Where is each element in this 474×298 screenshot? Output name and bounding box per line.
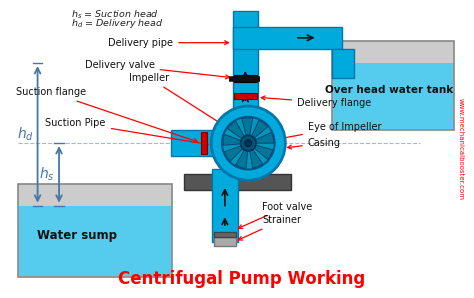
Text: Centrifugal Pump Working: Centrifugal Pump Working (118, 269, 365, 288)
Text: Foot valve: Foot valve (238, 201, 312, 229)
Text: Delivery flange: Delivery flange (261, 96, 371, 108)
Wedge shape (248, 120, 268, 143)
Text: Suction flange: Suction flange (16, 87, 198, 142)
Bar (234, 93, 257, 99)
Text: Impeller: Impeller (129, 73, 225, 126)
Bar (233, 11, 258, 114)
Circle shape (240, 135, 256, 151)
Text: Delivery valve: Delivery valve (85, 60, 229, 79)
Bar (184, 174, 291, 190)
Bar (332, 49, 354, 78)
Bar (214, 237, 236, 246)
Text: Over head water tank: Over head water tank (325, 85, 453, 94)
Text: Eye of Impeller: Eye of Impeller (260, 122, 381, 144)
Circle shape (222, 117, 274, 170)
Wedge shape (236, 143, 248, 168)
Circle shape (211, 106, 285, 180)
Text: Water sump: Water sump (36, 229, 117, 242)
Circle shape (245, 140, 252, 147)
Bar (19, 206, 171, 276)
Bar (233, 27, 342, 49)
Text: Casing: Casing (288, 138, 341, 149)
Bar (212, 170, 237, 242)
Wedge shape (242, 118, 253, 143)
Bar (18, 184, 172, 277)
Wedge shape (248, 132, 273, 143)
Text: Strainer: Strainer (238, 215, 301, 240)
Wedge shape (248, 143, 273, 159)
Bar (171, 131, 220, 156)
Text: www.mechanicalbooster.com: www.mechanicalbooster.com (458, 98, 464, 200)
Bar (201, 132, 207, 154)
Text: Delivery pipe: Delivery pipe (108, 38, 228, 48)
Text: Suction Pipe: Suction Pipe (46, 118, 208, 146)
Text: $h_s$ = Suction head: $h_s$ = Suction head (71, 8, 159, 21)
Bar (214, 232, 236, 237)
Text: $h_d$: $h_d$ (18, 126, 35, 143)
Bar (234, 75, 257, 82)
Wedge shape (223, 134, 248, 145)
Wedge shape (248, 143, 263, 168)
Bar (333, 63, 453, 130)
Text: $h_s$: $h_s$ (38, 166, 54, 183)
Wedge shape (224, 143, 248, 161)
Wedge shape (228, 121, 248, 143)
Bar (332, 41, 454, 131)
Text: $h_d$ = Delivery head: $h_d$ = Delivery head (71, 17, 164, 30)
